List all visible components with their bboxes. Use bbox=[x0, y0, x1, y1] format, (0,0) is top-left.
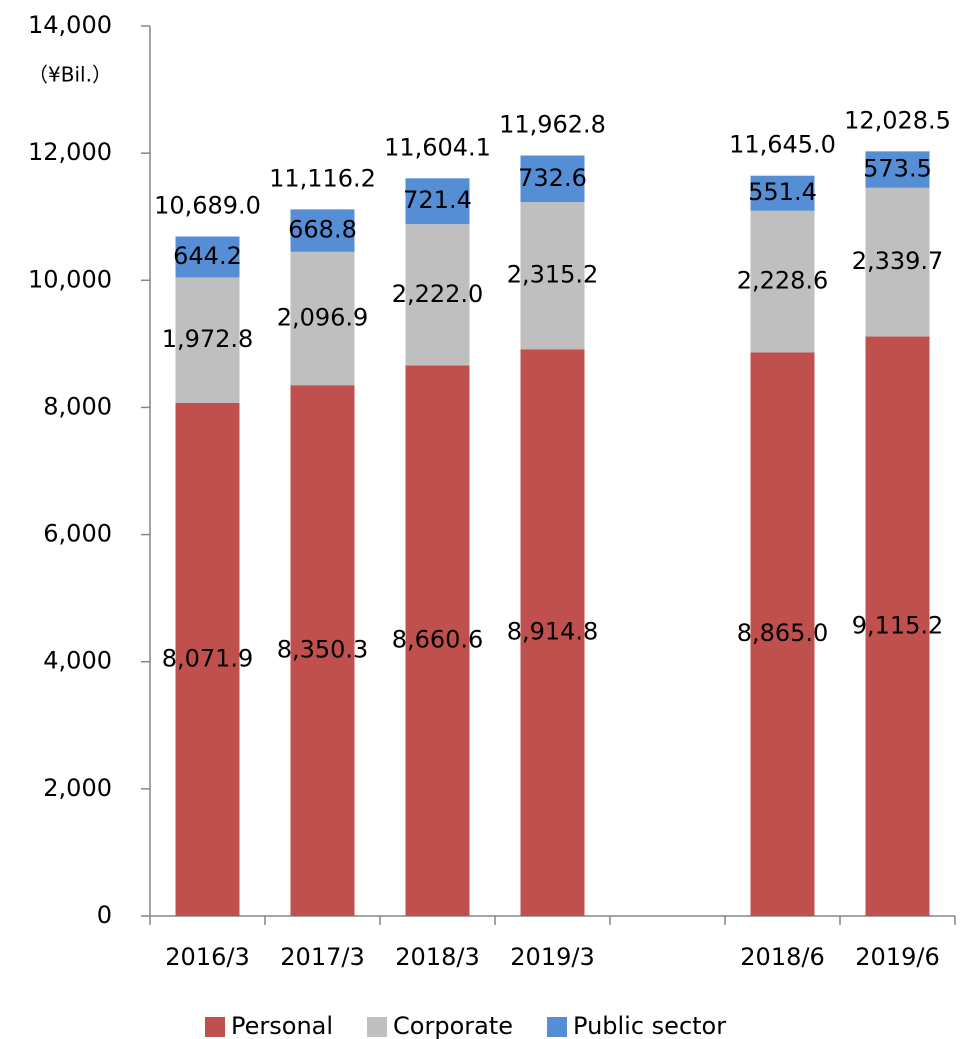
y-tick-label: 14,000 bbox=[28, 11, 112, 39]
value-label: 551.4 bbox=[748, 178, 817, 206]
total-label: 10,689.0 bbox=[154, 191, 261, 219]
y-tick-label: 0 bbox=[97, 901, 112, 929]
legend-swatch bbox=[547, 1017, 568, 1037]
bar-segment bbox=[405, 365, 470, 916]
bar-segment bbox=[520, 202, 585, 350]
value-label: 2,228.6 bbox=[737, 267, 829, 295]
y-tick-label: 10,000 bbox=[28, 265, 112, 293]
x-tick-label: 2019/3 bbox=[510, 943, 594, 971]
value-label: 8,660.6 bbox=[392, 626, 484, 654]
value-label: 2,339.7 bbox=[852, 247, 944, 275]
total-label: 12,028.5 bbox=[844, 106, 951, 134]
bar-segment bbox=[750, 352, 815, 916]
value-label: 2,222.0 bbox=[392, 280, 484, 308]
x-tick-label: 2017/3 bbox=[280, 943, 364, 971]
bar-segment bbox=[750, 210, 815, 353]
total-label: 11,604.1 bbox=[384, 133, 491, 161]
value-label: 8,071.9 bbox=[162, 644, 254, 672]
x-tick-label: 2018/6 bbox=[740, 943, 824, 971]
legend-swatch bbox=[367, 1017, 388, 1037]
legend-label: Personal bbox=[231, 1012, 333, 1039]
total-label: 11,116.2 bbox=[269, 164, 376, 192]
value-label: 8,350.3 bbox=[277, 636, 369, 664]
bar-segment bbox=[750, 175, 815, 211]
legend-swatch bbox=[205, 1017, 225, 1037]
total-label: 11,645.0 bbox=[729, 131, 836, 159]
value-label: 2,315.2 bbox=[507, 261, 599, 289]
y-tick-label: 6,000 bbox=[43, 520, 112, 548]
y-tick-label: 4,000 bbox=[43, 647, 112, 675]
bar-segment bbox=[175, 236, 240, 278]
bar-segment bbox=[520, 349, 585, 916]
bar-segment bbox=[865, 187, 930, 337]
y-tick-label: 12,000 bbox=[28, 138, 112, 166]
value-label: 8,865.0 bbox=[737, 619, 829, 647]
x-tick-label: 2016/3 bbox=[165, 943, 249, 971]
bar-segment bbox=[865, 151, 930, 188]
bar-segment bbox=[405, 178, 470, 225]
value-label: 668.8 bbox=[288, 216, 357, 244]
value-label: 644.2 bbox=[173, 242, 242, 270]
y-tick-label: 2,000 bbox=[43, 774, 112, 802]
bar-segment bbox=[290, 251, 355, 386]
bar-segment bbox=[865, 336, 930, 917]
value-label: 2,096.9 bbox=[277, 304, 369, 332]
y-axis-label: （¥Bil.） bbox=[28, 63, 112, 87]
bar-segment bbox=[175, 277, 240, 403]
bar-segment bbox=[290, 209, 355, 252]
value-label: 9,115.2 bbox=[852, 611, 944, 639]
legend-label: Corporate bbox=[393, 1012, 513, 1039]
bar-segment bbox=[175, 402, 240, 916]
value-label: 1,972.8 bbox=[162, 325, 254, 353]
total-label: 11,962.8 bbox=[499, 111, 606, 139]
y-tick-label: 8,000 bbox=[43, 392, 112, 420]
bar-segment bbox=[520, 155, 585, 203]
bar-segment bbox=[290, 385, 355, 916]
value-label: 8,914.8 bbox=[507, 618, 599, 646]
x-tick-label: 2018/3 bbox=[395, 943, 479, 971]
value-label: 721.4 bbox=[403, 186, 472, 214]
x-tick-label: 2019/6 bbox=[855, 943, 939, 971]
value-label: 732.6 bbox=[518, 164, 587, 192]
legend-label: Public sector bbox=[573, 1012, 726, 1039]
value-label: 573.5 bbox=[863, 155, 932, 183]
bar-segment bbox=[405, 224, 470, 366]
